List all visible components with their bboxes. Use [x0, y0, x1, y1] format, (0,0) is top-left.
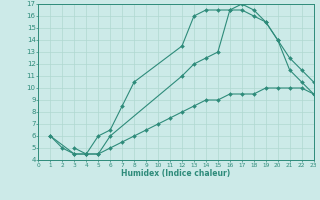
- X-axis label: Humidex (Indice chaleur): Humidex (Indice chaleur): [121, 169, 231, 178]
